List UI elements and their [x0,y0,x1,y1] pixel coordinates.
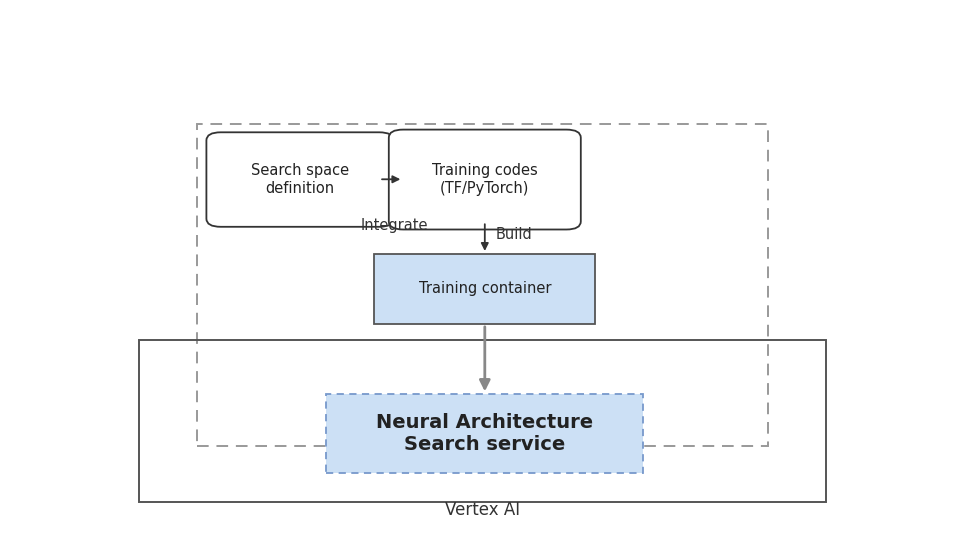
Text: Vertex AI: Vertex AI [445,501,520,519]
Text: Training container: Training container [419,281,551,296]
Bar [197,124,768,446]
Bar [326,394,643,472]
Text: Build: Build [495,227,532,242]
Text: Training codes
(TF/PyTorch): Training codes (TF/PyTorch) [432,163,538,195]
FancyBboxPatch shape [389,130,581,230]
FancyBboxPatch shape [206,132,394,227]
Text: Neural Architecture
Search service: Neural Architecture Search service [376,413,593,454]
Text: Integrate: Integrate [361,218,428,233]
Bar [139,340,826,502]
Bar [374,254,595,324]
Text: Search space
definition: Search space definition [251,163,349,195]
